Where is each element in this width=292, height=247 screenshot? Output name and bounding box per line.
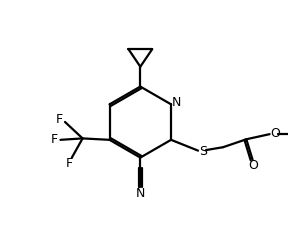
- Text: N: N: [171, 96, 181, 109]
- Text: N: N: [135, 187, 145, 200]
- Text: F: F: [65, 158, 72, 170]
- Text: F: F: [51, 133, 58, 146]
- Text: F: F: [56, 113, 63, 125]
- Text: O: O: [270, 127, 280, 140]
- Text: S: S: [199, 145, 207, 158]
- Text: O: O: [248, 160, 258, 172]
